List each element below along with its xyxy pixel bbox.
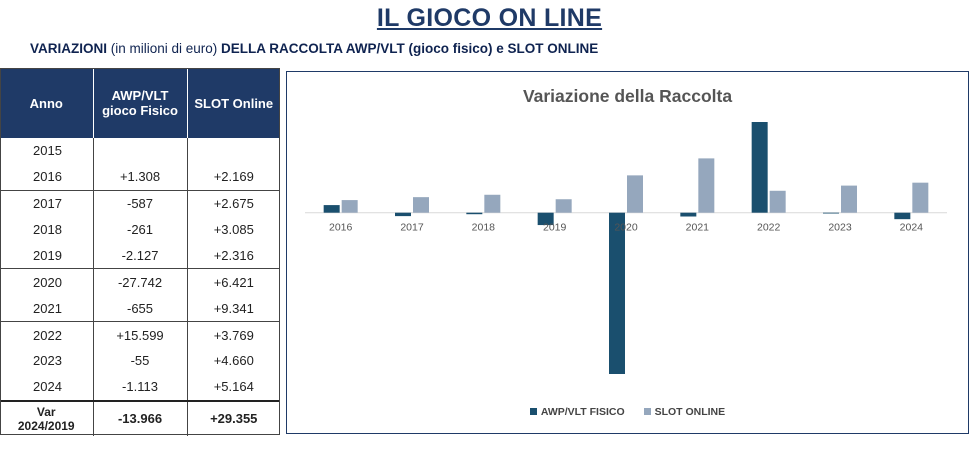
year-cell: 2016: [0, 163, 94, 191]
slot-cell: [187, 138, 280, 164]
bar-slot-2022: [769, 190, 786, 213]
bar-awp-2019: [537, 212, 554, 226]
awp-cell: -55: [93, 348, 188, 374]
bar-awp-2024: [894, 212, 911, 220]
subtitle-part-3: DELLA RACCOLTA AWP/VLT (gioco fisico) e …: [221, 41, 599, 56]
year-cell: 2024: [0, 373, 94, 401]
chart-legend: AWP/VLT FISICO SLOT ONLINE: [287, 406, 968, 418]
table-row: 2015: [0, 138, 280, 164]
x-tick-label: 2023: [828, 222, 852, 234]
bar-awp-2018: [466, 212, 483, 215]
awp-cell: -655: [93, 295, 188, 322]
year-cell: 2022: [0, 321, 94, 348]
bar-chart: 2016 2017 2018 2019 2020 2021 2022 2023 2024: [305, 122, 947, 374]
var-slot-cell: +29.355: [187, 399, 280, 436]
slot-cell: +4.660: [213, 353, 254, 369]
table-row: 2018 -261 +3.085: [0, 216, 280, 243]
subtitle-part-2: (in milioni di euro): [107, 41, 222, 56]
legend-item-slot: SLOT ONLINE: [643, 406, 726, 418]
bar-slot-2017: [413, 197, 429, 213]
bar-slot-2024: [912, 182, 929, 213]
var-awp-cell: -13.966: [93, 399, 188, 436]
table-row: 2022 +15.599 +3.769: [0, 321, 280, 348]
bar-awp-2017: [395, 212, 411, 217]
legend-swatch-awp: [529, 408, 537, 415]
legend-label-slot: SLOT ONLINE: [654, 406, 726, 418]
bar-awp-2023: [823, 212, 839, 214]
year-cell: 2021: [0, 295, 94, 322]
var-label-cell: Var 2024/2019: [0, 399, 94, 436]
bar-slot-2023: [841, 185, 857, 213]
legend-label-awp: AWP/VLT FISICO: [540, 406, 625, 418]
bar-awp-2021: [680, 212, 697, 217]
year-cell: 2015: [0, 138, 94, 164]
header-slot: SLOT Online: [187, 68, 280, 138]
x-tick-label: 2020: [614, 222, 638, 234]
awp-cell: -1.113: [93, 373, 188, 401]
slot-cell: +2.675: [187, 189, 280, 217]
year-cell: 2020: [0, 268, 94, 296]
slot-cell: +5.164: [213, 379, 254, 395]
x-tick-label: 2016: [329, 222, 353, 234]
x-tick-label: 2024: [900, 222, 924, 234]
bar-slot-2021: [698, 158, 715, 213]
year-cell: 2019: [0, 242, 94, 269]
subtitle-part-1: VARIAZIONI: [30, 41, 107, 56]
x-tick-label: 2019: [543, 222, 567, 234]
slot-cell: +3.085: [213, 222, 254, 238]
year-cell: 2017: [0, 189, 94, 217]
bar-slot-2018: [484, 194, 501, 213]
header-awp: AWP/VLT gioco Fisico: [93, 68, 188, 138]
page-subtitle: VARIAZIONI (in milioni di euro) DELLA RA…: [30, 41, 598, 56]
table-row: 2016 +1.308 +2.169: [0, 163, 280, 191]
awp-cell: +1.308: [93, 163, 188, 191]
awp-cell: -2.127: [93, 242, 188, 269]
x-tick-label: 2018: [472, 222, 496, 234]
page-title: IL GIOCO ON LINE: [376, 4, 603, 32]
bar-slot-2020: [627, 175, 643, 213]
table-row: 2019 -2.127 +2.316: [0, 242, 280, 269]
table-row-var: Var 2024/2019 -13.966 +29.355: [0, 399, 280, 436]
slot-cell: +2.316: [213, 247, 254, 263]
bar-slot-2019: [555, 199, 572, 213]
table-row: 2024 -1.113 +5.164: [0, 373, 280, 401]
year-cell: 2023: [0, 348, 94, 374]
slot-cell: +3.769: [187, 321, 280, 348]
awp-cell: -27.742: [93, 268, 188, 296]
x-tick-label: 2022: [757, 222, 781, 234]
table-row: 2021 -655 +9.341: [0, 295, 280, 322]
table-row: 2020 -27.742 +6.421: [0, 268, 280, 296]
chart-panel: Variazione della Raccolta 2016 2017 2018 20…: [286, 71, 969, 434]
bar-awp-2020: [609, 212, 625, 374]
bar-slot-2016: [341, 200, 358, 213]
slot-cell: +9.341: [213, 300, 254, 316]
chart-title: Variazione della Raccolta: [522, 86, 733, 106]
bar-awp-2022: [751, 122, 768, 213]
bar-awp-2016: [323, 205, 340, 213]
x-tick-label: 2017: [400, 222, 424, 234]
var-label-line1: Var: [36, 404, 56, 419]
table-row: 2023 -55 +4.660: [0, 348, 280, 374]
year-cell: 2018: [0, 216, 94, 243]
data-table: Anno AWP/VLT gioco Fisico SLOT Online 20…: [0, 68, 280, 436]
awp-cell: -587: [93, 189, 188, 217]
var-label-line2: 2024/2019: [17, 418, 75, 433]
awp-cell: +15.599: [93, 321, 188, 348]
legend-swatch-slot: [643, 408, 651, 415]
header-anno: Anno: [0, 68, 94, 138]
slot-cell: +2.169: [213, 169, 254, 185]
slot-cell: +6.421: [187, 268, 280, 296]
x-tick-label: 2021: [686, 222, 710, 234]
awp-cell: -261: [93, 216, 188, 243]
legend-item-awp: AWP/VLT FISICO: [529, 406, 625, 418]
awp-cell: [93, 138, 188, 164]
table-row: 2017 -587 +2.675: [0, 189, 280, 217]
